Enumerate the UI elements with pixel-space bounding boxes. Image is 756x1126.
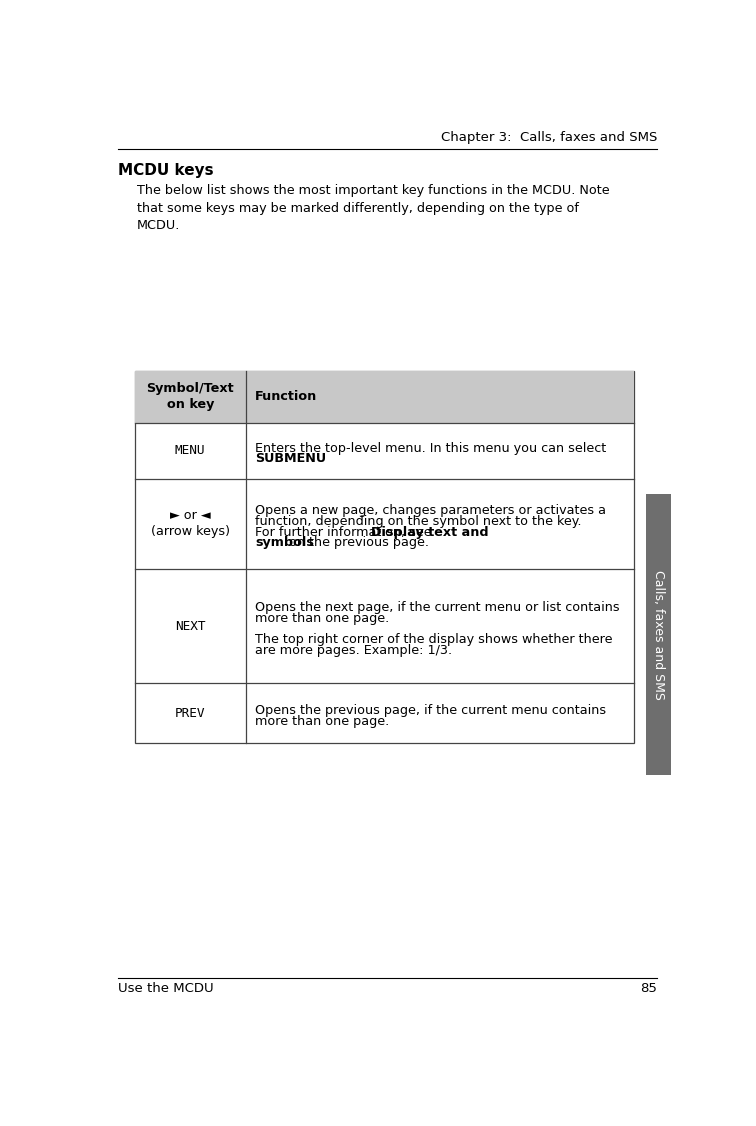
Text: The below list shows the most important key functions in the MCDU. Note
that som: The below list shows the most important … — [137, 185, 610, 232]
Text: symbols: symbols — [255, 536, 314, 549]
Bar — [646, 494, 671, 775]
Text: are more pages. Example: 1/3.: are more pages. Example: 1/3. — [255, 644, 452, 658]
Text: ► or ◄
(arrow keys): ► or ◄ (arrow keys) — [150, 509, 230, 538]
Text: MCDU keys: MCDU keys — [118, 163, 213, 178]
Text: PREV: PREV — [175, 707, 206, 720]
Text: Display text and: Display text and — [370, 526, 488, 538]
Text: more than one page.: more than one page. — [255, 715, 389, 729]
Text: Calls, faxes and SMS: Calls, faxes and SMS — [652, 570, 665, 699]
Text: Enters the top-level menu. In this menu you can select: Enters the top-level menu. In this menu … — [255, 441, 610, 455]
Text: Opens the previous page, if the current menu contains: Opens the previous page, if the current … — [255, 704, 606, 717]
Text: Chapter 3:  Calls, faxes and SMS: Chapter 3: Calls, faxes and SMS — [441, 132, 657, 144]
Text: .: . — [285, 453, 289, 465]
Text: function, depending on the symbol next to the key.: function, depending on the symbol next t… — [255, 515, 581, 528]
Text: 85: 85 — [640, 982, 657, 995]
Text: Opens a new page, changes parameters or activates a: Opens a new page, changes parameters or … — [255, 504, 606, 517]
Text: MENU: MENU — [175, 445, 206, 457]
Text: The top right corner of the display shows whether there: The top right corner of the display show… — [255, 634, 612, 646]
Text: Function: Function — [255, 391, 318, 403]
Text: more than one page.: more than one page. — [255, 611, 389, 625]
Text: Symbol/Text
on key: Symbol/Text on key — [147, 383, 234, 411]
Bar — [135, 370, 634, 423]
Text: on the previous page.: on the previous page. — [285, 536, 429, 549]
Text: NEXT: NEXT — [175, 620, 206, 633]
Text: SUBMENU: SUBMENU — [255, 453, 326, 465]
Text: Use the MCDU: Use the MCDU — [118, 982, 213, 995]
Text: Opens the next page, if the current menu or list contains: Opens the next page, if the current menu… — [255, 601, 620, 614]
Text: For further information, see: For further information, see — [255, 526, 435, 538]
Bar — [135, 370, 634, 743]
